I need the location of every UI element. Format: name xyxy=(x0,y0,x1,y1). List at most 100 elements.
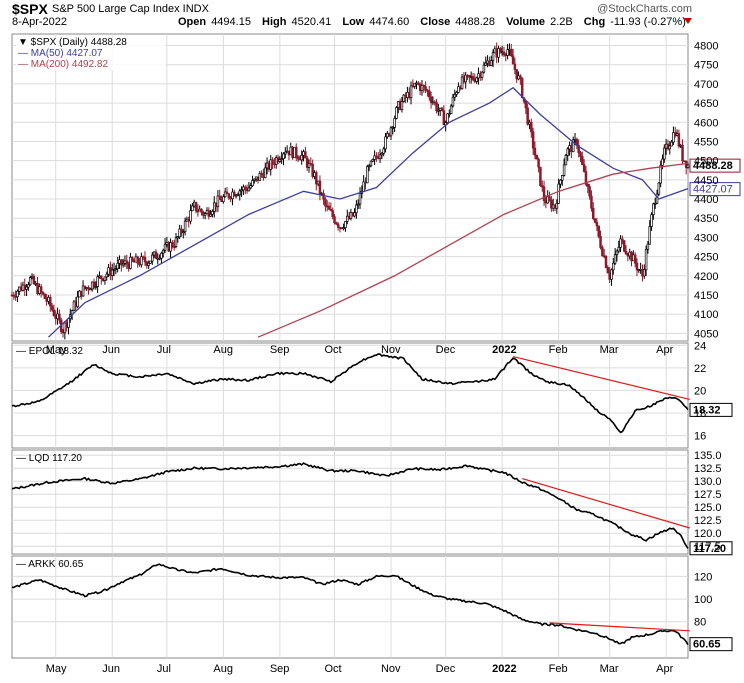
candle xyxy=(194,201,198,212)
x-tick-label: Oct xyxy=(325,344,342,356)
panel-title: — EPOL 18.32 xyxy=(16,346,83,357)
candle xyxy=(531,131,535,149)
candle xyxy=(380,152,384,156)
candle xyxy=(81,285,85,297)
candle xyxy=(592,207,595,219)
candle xyxy=(120,259,123,266)
candle xyxy=(284,151,287,155)
candle xyxy=(39,286,43,293)
candle xyxy=(448,113,451,116)
legend-ma50: — MA(50) 4427.07 xyxy=(18,48,103,59)
x-tick-label: Mar xyxy=(600,663,619,675)
candle xyxy=(63,322,67,334)
candle xyxy=(446,113,449,123)
panel-frame xyxy=(11,342,689,449)
candle xyxy=(366,166,369,184)
candle xyxy=(464,74,467,83)
candle xyxy=(588,186,591,197)
candle xyxy=(564,154,568,166)
menu-arrow-icon[interactable] xyxy=(684,18,692,24)
candle xyxy=(161,249,165,254)
x-tick-label: Dec xyxy=(436,663,456,675)
candle xyxy=(136,256,139,264)
candle xyxy=(296,156,300,160)
legend-bg xyxy=(16,38,166,70)
candle xyxy=(131,256,134,262)
candle xyxy=(67,318,70,328)
chart-header: $SPX S&P 500 Large Cap Index INDX 8-Apr-… xyxy=(0,0,744,34)
candle xyxy=(147,262,150,266)
candle xyxy=(333,216,336,224)
ohlc-chg-value: -11.93 (-0.27%) xyxy=(610,16,686,28)
candle xyxy=(110,269,114,276)
last-ma50-box xyxy=(689,182,741,197)
candle xyxy=(32,275,36,285)
y-tick-label: 24 xyxy=(694,340,706,352)
candle xyxy=(222,196,225,202)
panel-3 xyxy=(11,449,733,556)
candle xyxy=(203,213,207,216)
trend-line xyxy=(549,622,690,632)
candle xyxy=(264,167,267,179)
candle xyxy=(28,277,32,286)
y-tick-label: 4300 xyxy=(694,232,718,244)
candle xyxy=(520,78,524,98)
candle xyxy=(593,218,597,223)
candle xyxy=(12,294,16,297)
candle xyxy=(555,203,559,209)
candle xyxy=(336,223,340,228)
candle xyxy=(183,220,187,233)
candle xyxy=(670,141,673,147)
candle xyxy=(251,180,254,186)
y-tick-label: 4400 xyxy=(694,194,718,206)
candle xyxy=(550,199,553,209)
candle xyxy=(151,254,154,262)
series-line xyxy=(11,563,689,646)
y-tick-label: 22 xyxy=(694,363,706,375)
candle xyxy=(395,107,398,119)
y-tick-label: 4700 xyxy=(694,79,718,91)
y-tick-label: 120.0 xyxy=(694,528,722,540)
candle xyxy=(586,184,590,187)
x-tick-label: Apr xyxy=(656,663,673,675)
y-tick-label: 135.0 xyxy=(694,450,722,462)
last-value-box xyxy=(689,637,733,652)
last-value-box xyxy=(689,541,733,556)
candle xyxy=(542,186,546,202)
candle xyxy=(581,156,584,165)
candle xyxy=(606,267,610,274)
x-tick-label: May xyxy=(46,663,67,675)
y-tick-label: 4450 xyxy=(694,175,718,187)
y-tick-label: 120 xyxy=(694,571,712,583)
candle xyxy=(238,190,242,196)
candle xyxy=(657,182,661,195)
candle xyxy=(196,210,200,213)
candle xyxy=(41,291,45,295)
candle xyxy=(174,237,178,247)
candle xyxy=(176,236,180,239)
candle xyxy=(451,96,455,107)
ohlc-chg-label: Chg xyxy=(583,16,606,28)
panel-frame xyxy=(11,449,689,555)
y-tick-label: 127.5 xyxy=(694,489,722,501)
y-tick-label: 4150 xyxy=(694,290,718,302)
x-tick-label: Aug xyxy=(213,663,233,675)
candle xyxy=(686,164,690,169)
candle xyxy=(511,55,515,65)
candle xyxy=(50,305,54,311)
last-value-box xyxy=(689,402,733,417)
last-value-label: 60.65 xyxy=(693,639,721,651)
candle xyxy=(510,48,513,57)
candle xyxy=(76,296,79,307)
symbol-label: $SPX xyxy=(12,1,48,17)
y-tick-label: 18 xyxy=(694,408,706,420)
ohlc-low-label: Low xyxy=(342,16,365,28)
candle xyxy=(49,297,52,307)
candle xyxy=(420,84,424,91)
candle xyxy=(635,262,639,271)
x-tick-label: Jul xyxy=(157,663,171,675)
y-tick-label: 4250 xyxy=(694,252,718,264)
panel-4 xyxy=(11,555,733,659)
candle xyxy=(227,193,231,199)
